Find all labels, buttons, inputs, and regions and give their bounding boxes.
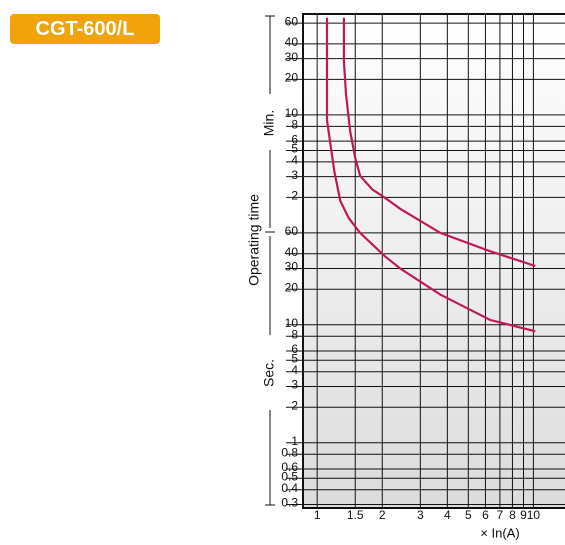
y-tick-label: 60 — [285, 224, 299, 238]
y-tick-label: 4 — [291, 153, 298, 167]
y-tick-label: 0.3 — [281, 496, 298, 510]
y-tick-label: 5 — [291, 142, 298, 156]
x-tick-label: 8 — [509, 508, 516, 522]
x-label: × In(A) — [480, 525, 519, 540]
x-tick-label: 1.5 — [347, 508, 364, 522]
x-tick-label: 10 — [527, 508, 541, 522]
y-label-sec: Sec. — [261, 359, 277, 387]
y-tick-label: 20 — [285, 280, 299, 294]
y-tick-label: 6 — [291, 132, 298, 146]
x-tick-label: 5 — [465, 508, 472, 522]
curve — [342, 17, 536, 268]
y-tick-label: 8 — [291, 118, 298, 132]
y-tick-label: 8 — [291, 327, 298, 341]
x-tick-label: 3 — [417, 508, 424, 522]
x-tick-label: 9 — [520, 508, 527, 522]
y-tick-label: 0.5 — [281, 469, 298, 483]
model-badge: CGT-600/L — [10, 14, 160, 44]
y-tick-label: 1 — [291, 434, 298, 448]
y-tick-label: 3 — [291, 168, 298, 182]
curve — [325, 17, 536, 333]
y-label-min: Min. — [261, 110, 277, 136]
y-tick-label: 3 — [291, 378, 298, 392]
x-tick-label: 4 — [444, 508, 451, 522]
x-tick-label: 7 — [497, 508, 504, 522]
y-tick-label: 6 — [291, 342, 298, 356]
y-tick-label: 40 — [285, 245, 299, 259]
x-tick-label: 6 — [482, 508, 489, 522]
y-tick-label: 60 — [285, 14, 299, 28]
y-tick-label: 2 — [291, 189, 298, 203]
plot-background — [303, 14, 565, 508]
x-tick-label: 1 — [314, 508, 321, 522]
y-tick-label: 0.6 — [281, 460, 298, 474]
y-tick-label: 10 — [285, 316, 299, 330]
y-tick-label: 2 — [291, 398, 298, 412]
y-tick-label: 30 — [285, 260, 299, 274]
plot-border — [302, 13, 565, 509]
y-tick-label: 20 — [285, 71, 299, 85]
x-tick-label: 2 — [379, 508, 386, 522]
axis-brackets — [265, 15, 275, 506]
y-tick-label: 4 — [291, 363, 298, 377]
y-tick-label: 30 — [285, 50, 299, 64]
y-label: Operating time — [246, 194, 262, 286]
y-tick-label: 10 — [285, 106, 299, 120]
y-tick-label: 0.4 — [281, 481, 298, 495]
y-tick-label: 5 — [291, 351, 298, 365]
y-tick-label: 40 — [285, 35, 299, 49]
y-tick-label: 0.8 — [281, 445, 298, 459]
